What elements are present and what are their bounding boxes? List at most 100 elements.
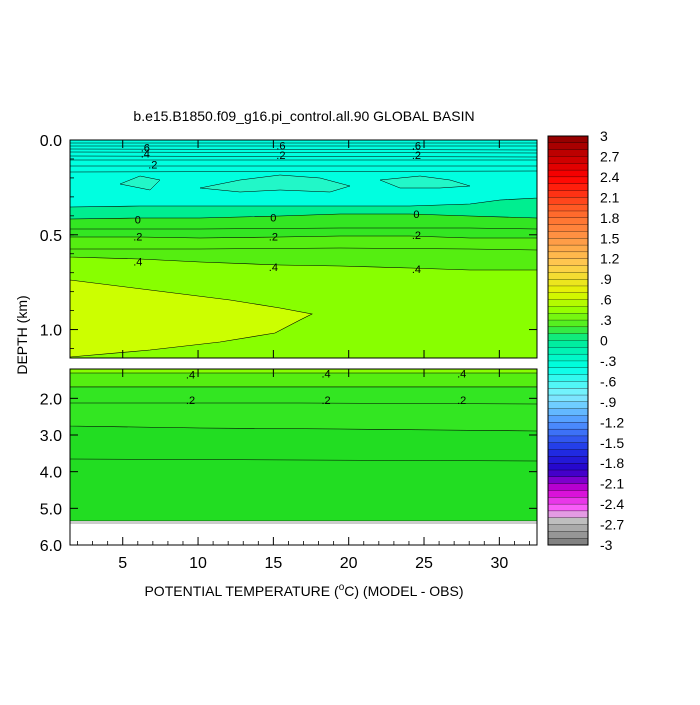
contour-label-upper: .4 <box>412 264 421 276</box>
colorbar-swatch <box>547 442 589 450</box>
colorbar-swatch <box>547 490 589 498</box>
colorbar-swatch <box>547 306 589 314</box>
lower-fill-top-band <box>70 369 537 373</box>
y-tick-label-lower: 2.0 <box>40 391 62 408</box>
colorbar-tick-label: 2.4 <box>600 169 620 185</box>
colorbar: 3 2.7 2.4 2.1 1.8 1.5 1.2 .9 .6 .3 0 -.3 -.6 -.9 -1.2 -… <box>547 128 624 553</box>
colorbar-swatch <box>547 422 589 430</box>
colorbar-swatch <box>547 531 589 539</box>
colorbar-swatch <box>547 435 589 444</box>
upper-panel-frame <box>69 139 538 359</box>
colorbar-swatch <box>547 265 589 273</box>
contour-label-upper: 0 <box>270 213 276 225</box>
colorbar-swatch <box>547 319 589 328</box>
colorbar-swatch <box>547 156 589 164</box>
colorbar-swatch <box>547 197 589 205</box>
x-tick-label: 15 <box>264 555 282 572</box>
upper-fill-yellow-green <box>70 279 313 358</box>
colorbar-swatch <box>547 313 589 321</box>
colorbar-swatch <box>547 360 589 369</box>
colorbar-tick-label: 1.5 <box>600 230 620 246</box>
colorbar-swatch <box>547 272 589 280</box>
colorbar-frame <box>547 135 589 546</box>
colorbar-tick-label: 2.1 <box>600 189 620 205</box>
y-tick-label-lower: 5.0 <box>40 501 62 518</box>
colorbar-swatch <box>547 224 589 232</box>
chart-title: b.e15.B1850.f09_g16.pi_control.all.90 GL… <box>133 108 474 124</box>
contour-label-lower: .4 <box>457 368 466 380</box>
colorbar-swatch <box>547 278 589 287</box>
x-axis-label-degree: o <box>339 582 345 593</box>
colorbar-swatch <box>547 244 589 253</box>
surface-contour-lines <box>70 142 537 173</box>
contour-label-upper: .4 <box>141 148 150 160</box>
upper-panel-field: .6.4.2.6.2.6.20 0 0.2.2.2.4.4.4 <box>70 140 537 358</box>
colorbar-tick-label: .9 <box>600 271 612 287</box>
contour-label-lower: .2 <box>457 395 466 407</box>
colorbar-swatch <box>547 517 589 525</box>
colorbar-tick-label: 0 <box>600 333 608 349</box>
x-axis-label-main: POTENTIAL TEMPERATURE ( <box>144 583 339 599</box>
colorbar-swatch <box>547 510 589 519</box>
contour-label-upper: .6 <box>141 143 150 155</box>
contour-label-upper: .2 <box>276 150 285 162</box>
contour-label-upper: .6 <box>412 141 421 153</box>
colorbar-tick-label: -2.4 <box>600 496 624 512</box>
x-axis-label-unit: C) (MODEL - OBS) <box>344 583 463 599</box>
upper-fill-cyan-blob-3 <box>119 175 161 191</box>
contour-label-upper: 0 <box>135 215 141 227</box>
x-tick-label: 25 <box>415 555 433 572</box>
colorbar-swatch <box>547 163 589 171</box>
colorbar-swatch <box>547 503 589 512</box>
contour-label-upper: .2 <box>412 230 421 242</box>
colorbar-tick-label: 3 <box>600 128 608 144</box>
y-tick-label-upper: 0.5 <box>40 228 62 245</box>
missing-data-edge <box>70 521 537 524</box>
colorbar-swatch <box>547 210 589 219</box>
colorbar-tick-label: 1.2 <box>600 251 620 267</box>
colorbar-swatch <box>547 374 589 382</box>
colorbar-swatch <box>547 388 589 396</box>
upper-contour-labels: .6.4.2.6.2.6.20 0 0.2.2.2.4.4.4 <box>133 141 421 276</box>
colorbar-swatch <box>547 476 589 485</box>
colorbar-swatch <box>547 394 589 403</box>
axes-group: 5 10 15 20 25 30 0.0 0.5 1.0 2.0 3.0 4.0 5.0 6.0 <box>40 133 537 572</box>
colorbar-swatch <box>547 428 589 437</box>
contour-label-upper: .4 <box>269 262 278 274</box>
x-tick-label: 5 <box>118 555 127 572</box>
y-tick-label-upper: 0.0 <box>40 133 62 150</box>
y-tick-label-lower: 4.0 <box>40 465 62 482</box>
colorbar-swatch <box>547 463 589 471</box>
colorbar-swatch <box>547 401 589 410</box>
colorbar-swatch <box>547 204 589 212</box>
colorbar-swatch <box>547 299 589 307</box>
colorbar-tick-label: .3 <box>600 312 612 328</box>
y-axis-label: DEPTH (km) <box>14 295 30 374</box>
colorbar-tick-label: 1.8 <box>600 210 620 226</box>
colorbar-swatch <box>547 149 589 157</box>
surface-contour-lines-lower <box>70 227 537 251</box>
colorbar-swatch <box>547 449 589 457</box>
colorbar-swatch <box>547 238 589 246</box>
contour-label-lower: .4 <box>322 368 331 380</box>
contour-label-upper: .2 <box>148 160 157 172</box>
contour-label-upper: .2 <box>412 150 421 162</box>
colorbar-swatch <box>547 258 589 266</box>
contour-label-lower: .2 <box>186 395 195 407</box>
colorbar-swatch <box>547 408 589 416</box>
colorbar-swatch <box>547 217 589 225</box>
x-tick-label: 30 <box>490 555 508 572</box>
contour-label-upper: 0 <box>413 209 419 221</box>
colorbar-tick-label: 2.7 <box>600 148 620 164</box>
contour-label-lower: .4 <box>186 370 195 382</box>
lower-panel-field: .4 .4 .4 .2 .2 .2 <box>70 368 537 545</box>
colorbar-swatch <box>547 340 589 348</box>
x-axis-label: POTENTIAL TEMPERATURE (oC) (MODEL - OBS) <box>144 582 463 599</box>
colorbar-swatch <box>547 353 589 362</box>
colorbar-swatch <box>547 415 589 423</box>
colorbar-tick-label: -1.8 <box>600 455 624 471</box>
colorbar-tick-label: -1.2 <box>600 414 624 430</box>
colorbar-swatch <box>547 292 589 300</box>
colorbar-swatch <box>547 190 589 198</box>
